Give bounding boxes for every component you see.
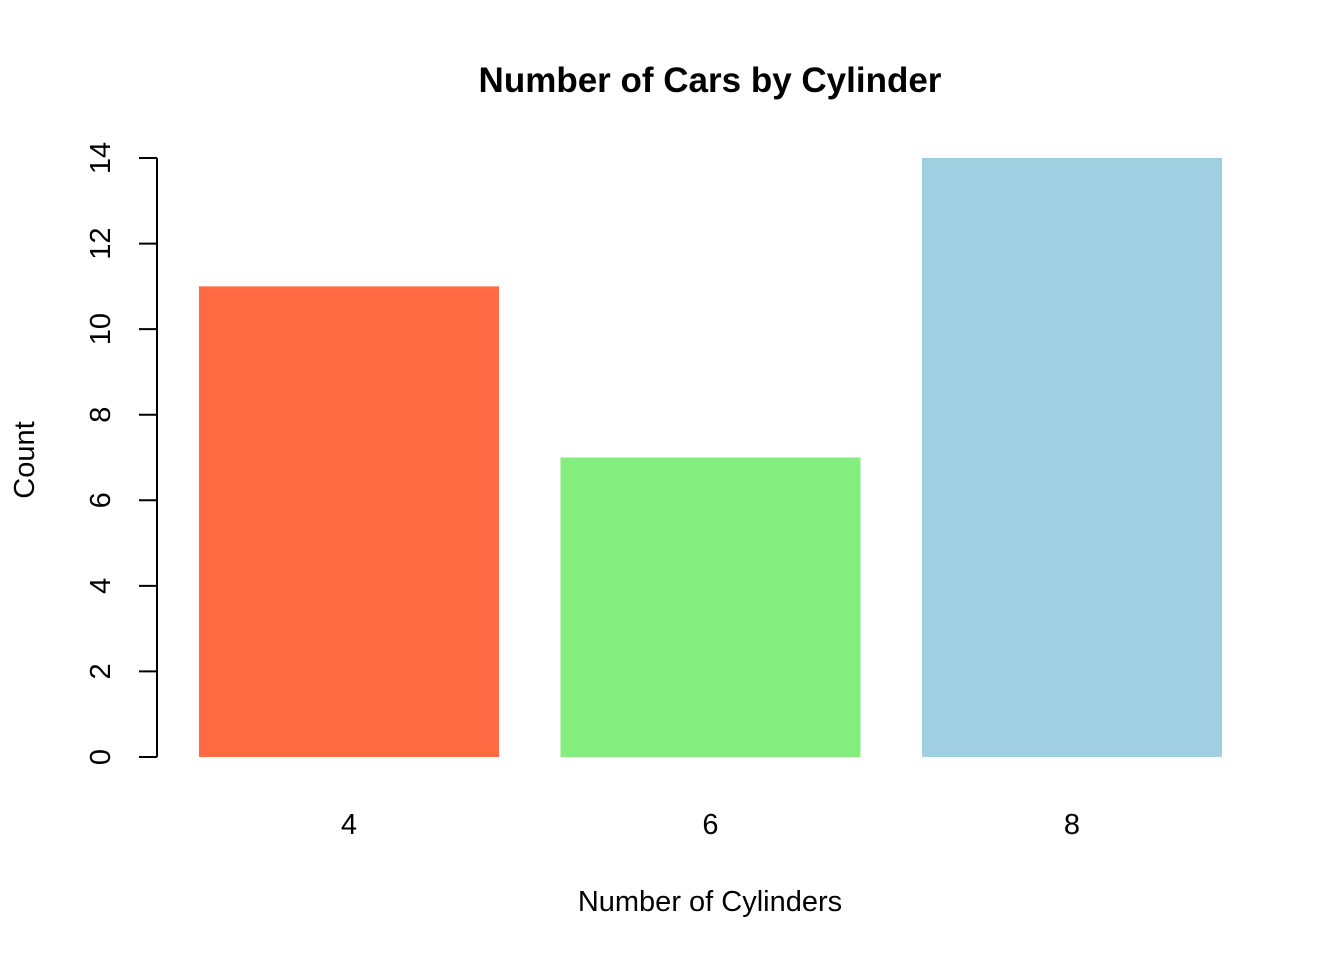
y-tick-label-4: 4 [85, 578, 117, 594]
bar-6 [560, 457, 861, 757]
bars [199, 158, 1222, 757]
y-axis-label: Count [9, 421, 41, 498]
bar-4 [199, 286, 499, 757]
y-tick-label-2: 2 [85, 663, 117, 679]
x-axis-label: Number of Cylinders [578, 886, 842, 918]
y-tick-label-10: 10 [85, 313, 117, 345]
x-tick-label-4: 4 [341, 809, 357, 841]
y-tick-label-6: 6 [85, 492, 117, 508]
x-axis-tick-labels: 4 6 8 [341, 809, 1080, 841]
x-tick-label-6: 6 [702, 809, 718, 841]
y-tick-label-8: 8 [85, 407, 117, 423]
x-tick-label-8: 8 [1064, 809, 1080, 841]
y-tick-label-12: 12 [85, 227, 117, 259]
chart-title: Number of Cars by Cylinder [479, 61, 942, 100]
y-tick-label-14: 14 [85, 142, 117, 174]
y-axis: 0 2 4 6 8 10 12 14 [85, 142, 158, 765]
bar-8 [922, 158, 1222, 757]
y-tick-label-0: 0 [85, 749, 117, 765]
